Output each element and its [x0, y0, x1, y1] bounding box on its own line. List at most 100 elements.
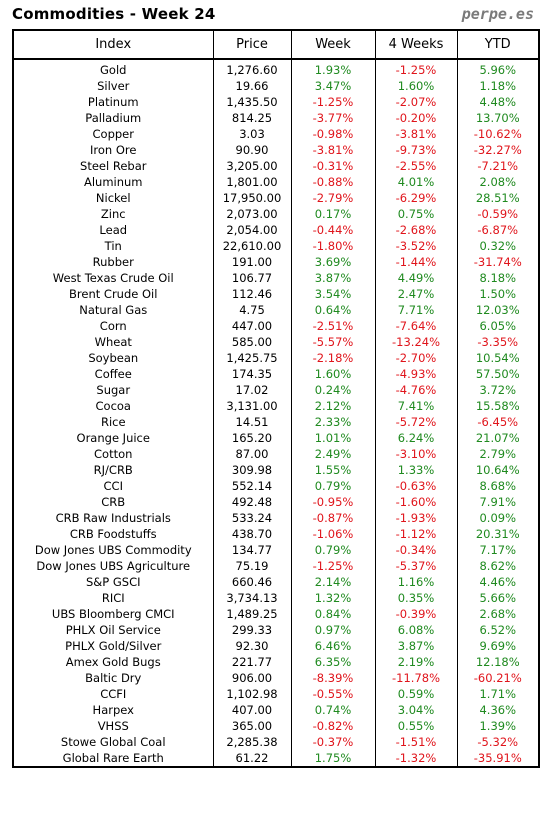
price-cell: 299.33 — [212, 622, 292, 638]
four-weeks-cell: 1.16% — [374, 574, 458, 590]
four-weeks-cell: -1.51% — [374, 734, 458, 750]
table-row: PHLX Oil Service 299.33 0.97% 6.08% 6.52% — [12, 622, 540, 638]
table-row: Rice 14.51 2.33% -5.72% -6.45% — [12, 414, 540, 430]
ytd-cell: 8.62% — [456, 558, 540, 574]
four-weeks-cell: -4.76% — [374, 382, 458, 398]
table-body: Gold 1,276.60 1.93% -1.25% 5.96% Silver 19.66 3… — [12, 59, 540, 767]
week-cell: -0.88% — [290, 174, 376, 190]
week-cell: 1.60% — [290, 366, 376, 382]
price-cell: 14.51 — [212, 414, 292, 430]
ytd-cell: 10.54% — [456, 350, 540, 366]
week-cell: -1.25% — [290, 94, 376, 110]
four-weeks-cell: 7.71% — [374, 302, 458, 318]
ytd-cell: -35.91% — [456, 750, 540, 767]
table-row: Stowe Global Coal 2,285.38 -0.37% -1.51% -5.… — [12, 734, 540, 750]
index-cell: Stowe Global Coal — [12, 734, 214, 750]
week-cell: -0.82% — [290, 718, 376, 734]
four-weeks-cell: -4.93% — [374, 366, 458, 382]
four-weeks-cell: -3.10% — [374, 446, 458, 462]
ytd-cell: 6.05% — [456, 318, 540, 334]
index-cell: Dow Jones UBS Agriculture — [12, 558, 214, 574]
index-cell: Steel Rebar — [12, 158, 214, 174]
index-cell: Amex Gold Bugs — [12, 654, 214, 670]
ytd-cell: 7.91% — [456, 494, 540, 510]
index-cell: CRB Raw Industrials — [12, 510, 214, 526]
price-cell: 3,205.00 — [212, 158, 292, 174]
ytd-cell: 2.08% — [456, 174, 540, 190]
table-row: Brent Crude Oil 112.46 3.54% 2.47% 1.50% — [12, 286, 540, 302]
four-weeks-cell: 4.01% — [374, 174, 458, 190]
price-cell: 1,102.98 — [212, 686, 292, 702]
index-cell: Silver — [12, 78, 214, 94]
column-header-price: Price — [212, 29, 292, 60]
price-cell: 814.25 — [212, 110, 292, 126]
week-cell: 3.47% — [290, 78, 376, 94]
index-cell: Coffee — [12, 366, 214, 382]
ytd-cell: -6.87% — [456, 222, 540, 238]
table-row: Gold 1,276.60 1.93% -1.25% 5.96% — [12, 59, 540, 78]
four-weeks-cell: 2.19% — [374, 654, 458, 670]
table-row: Wheat 585.00 -5.57% -13.24% -3.35% — [12, 334, 540, 350]
week-cell: -0.55% — [290, 686, 376, 702]
table-row: Coffee 174.35 1.60% -4.93% 57.50% — [12, 366, 540, 382]
ytd-cell: 20.31% — [456, 526, 540, 542]
ytd-cell: -7.21% — [456, 158, 540, 174]
index-cell: Rice — [12, 414, 214, 430]
price-cell: 2,285.38 — [212, 734, 292, 750]
price-cell: 1,801.00 — [212, 174, 292, 190]
price-cell: 309.98 — [212, 462, 292, 478]
index-cell: Global Rare Earth — [12, 750, 214, 767]
four-weeks-cell: -1.93% — [374, 510, 458, 526]
price-cell: 2,054.00 — [212, 222, 292, 238]
four-weeks-cell: -1.12% — [374, 526, 458, 542]
page-title: Commodities - Week 24 — [12, 5, 216, 23]
week-cell: 2.12% — [290, 398, 376, 414]
table-row: CRB Foodstuffs 438.70 -1.06% -1.12% 20.31% — [12, 526, 540, 542]
ytd-cell: 4.48% — [456, 94, 540, 110]
price-cell: 365.00 — [212, 718, 292, 734]
price-cell: 4.75 — [212, 302, 292, 318]
column-header-index: Index — [12, 29, 214, 60]
four-weeks-cell: 6.08% — [374, 622, 458, 638]
price-cell: 87.00 — [212, 446, 292, 462]
ytd-cell: 7.17% — [456, 542, 540, 558]
price-cell: 906.00 — [212, 670, 292, 686]
four-weeks-cell: -2.55% — [374, 158, 458, 174]
table-row: Sugar 17.02 0.24% -4.76% 3.72% — [12, 382, 540, 398]
index-cell: Zinc — [12, 206, 214, 222]
price-cell: 19.66 — [212, 78, 292, 94]
ytd-cell: -0.59% — [456, 206, 540, 222]
week-cell: -0.95% — [290, 494, 376, 510]
index-cell: CCFI — [12, 686, 214, 702]
price-cell: 1,435.50 — [212, 94, 292, 110]
week-cell: -0.44% — [290, 222, 376, 238]
price-cell: 191.00 — [212, 254, 292, 270]
price-cell: 585.00 — [212, 334, 292, 350]
index-cell: CCI — [12, 478, 214, 494]
price-cell: 1,276.60 — [212, 59, 292, 78]
price-cell: 92.30 — [212, 638, 292, 654]
week-cell: -2.51% — [290, 318, 376, 334]
table-row: West Texas Crude Oil 106.77 3.87% 4.49% 8.18… — [12, 270, 540, 286]
column-header-week: Week — [290, 29, 376, 60]
table-row: Nickel 17,950.00 -2.79% -6.29% 28.51% — [12, 190, 540, 206]
four-weeks-cell: 0.35% — [374, 590, 458, 606]
price-cell: 552.14 — [212, 478, 292, 494]
table-row: Dow Jones UBS Commodity 134.77 0.79% -0.34%… — [12, 542, 540, 558]
four-weeks-cell: -0.63% — [374, 478, 458, 494]
week-cell: 0.79% — [290, 542, 376, 558]
index-cell: Platinum — [12, 94, 214, 110]
four-weeks-cell: -2.07% — [374, 94, 458, 110]
price-cell: 112.46 — [212, 286, 292, 302]
column-header-4-weeks: 4 Weeks — [374, 29, 458, 60]
ytd-cell: 21.07% — [456, 430, 540, 446]
four-weeks-cell: -7.64% — [374, 318, 458, 334]
four-weeks-cell: 0.55% — [374, 718, 458, 734]
table-row: Aluminum 1,801.00 -0.88% 4.01% 2.08% — [12, 174, 540, 190]
price-cell: 17.02 — [212, 382, 292, 398]
week-cell: -0.31% — [290, 158, 376, 174]
index-cell: Cotton — [12, 446, 214, 462]
table-row: Soybean 1,425.75 -2.18% -2.70% 10.54% — [12, 350, 540, 366]
index-cell: Soybean — [12, 350, 214, 366]
price-cell: 660.46 — [212, 574, 292, 590]
